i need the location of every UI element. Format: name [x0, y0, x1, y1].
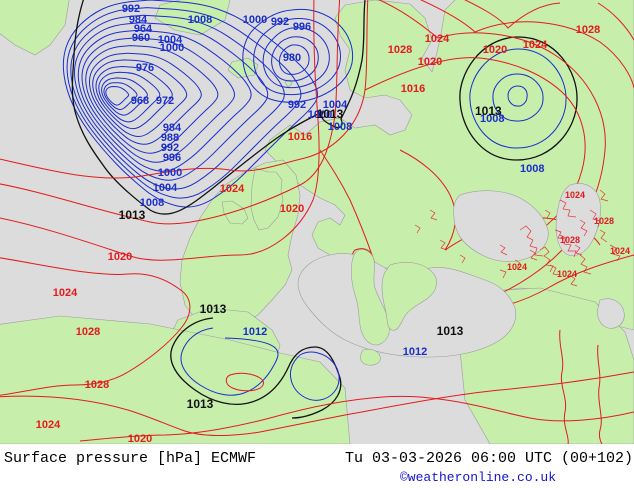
- svg-text:1020: 1020: [128, 433, 152, 444]
- svg-text:1024: 1024: [425, 33, 450, 45]
- svg-text:980: 980: [283, 52, 301, 64]
- svg-text:1020: 1020: [108, 251, 132, 263]
- svg-text:1013: 1013: [187, 397, 214, 411]
- svg-text:1016: 1016: [288, 131, 312, 143]
- svg-text:1000: 1000: [160, 42, 184, 54]
- svg-text:1024: 1024: [557, 269, 577, 279]
- svg-text:1020: 1020: [418, 56, 442, 68]
- svg-text:1016: 1016: [401, 83, 425, 95]
- svg-text:1000: 1000: [243, 14, 267, 26]
- svg-text:1008: 1008: [328, 121, 352, 133]
- svg-text:1028: 1028: [388, 44, 412, 56]
- svg-text:1024: 1024: [36, 419, 61, 431]
- svg-text:1028: 1028: [85, 379, 109, 391]
- svg-text:1024: 1024: [610, 246, 630, 256]
- svg-text:992: 992: [271, 16, 289, 28]
- svg-text:996: 996: [163, 152, 181, 164]
- svg-text:1013: 1013: [317, 107, 344, 121]
- svg-text:1020: 1020: [483, 44, 507, 56]
- svg-text:1028: 1028: [560, 235, 580, 245]
- svg-text:1012: 1012: [403, 346, 427, 358]
- svg-text:1008: 1008: [520, 163, 544, 175]
- svg-text:1024: 1024: [53, 287, 78, 299]
- svg-text:992: 992: [288, 99, 306, 111]
- svg-text:996: 996: [293, 21, 311, 33]
- svg-text:1028: 1028: [576, 24, 600, 36]
- svg-text:1008: 1008: [188, 14, 212, 26]
- svg-text:1024: 1024: [565, 190, 585, 200]
- svg-text:1028: 1028: [594, 216, 614, 226]
- svg-text:1013: 1013: [475, 104, 502, 118]
- svg-text:960: 960: [132, 32, 150, 44]
- svg-text:968: 968: [131, 95, 149, 107]
- svg-text:976: 976: [136, 62, 154, 74]
- svg-text:972: 972: [156, 95, 174, 107]
- svg-text:1024: 1024: [220, 183, 245, 195]
- svg-text:1020: 1020: [280, 203, 304, 215]
- svg-text:1024: 1024: [507, 262, 527, 272]
- svg-text:1004: 1004: [153, 182, 178, 194]
- svg-text:1024: 1024: [523, 39, 548, 51]
- svg-text:1013: 1013: [200, 302, 227, 316]
- svg-text:1028: 1028: [76, 326, 100, 338]
- svg-text:1013: 1013: [119, 208, 146, 222]
- svg-text:1013: 1013: [437, 324, 464, 338]
- svg-text:1000: 1000: [158, 167, 182, 179]
- svg-text:1012: 1012: [243, 326, 267, 338]
